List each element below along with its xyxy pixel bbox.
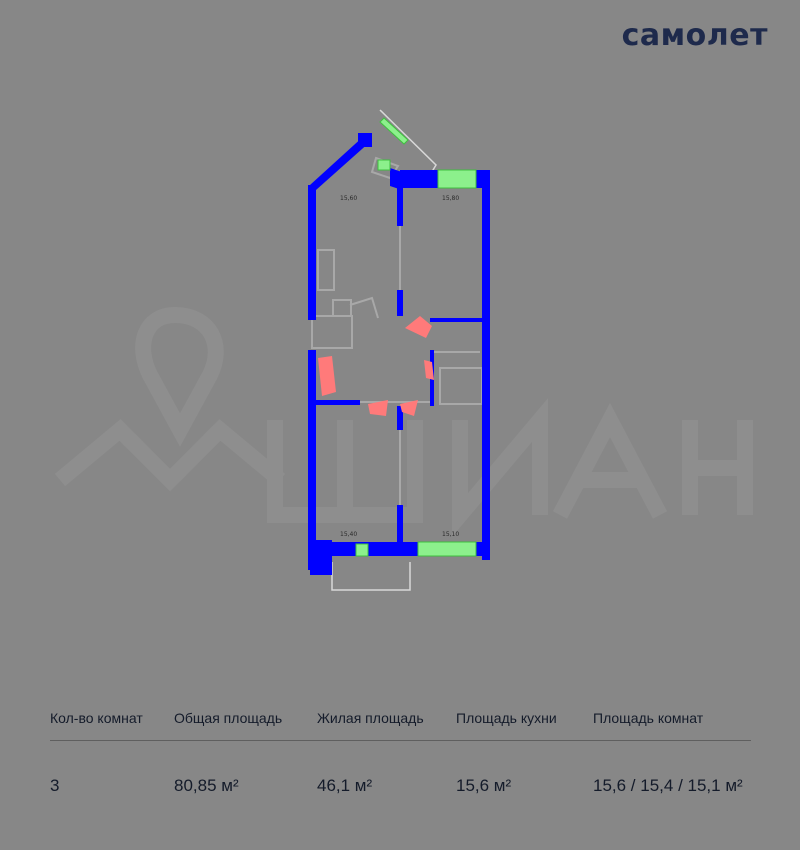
brand-logo: самолет bbox=[621, 18, 768, 53]
room-label-kitchen: 15,60 bbox=[340, 195, 357, 202]
header-rooms-count: Кол-во комнат bbox=[50, 710, 143, 726]
room-label-bedroom-bottom-right: 15,10 bbox=[442, 531, 459, 538]
windows bbox=[355, 117, 477, 557]
floor-plan: 15,60 15,80 15,40 15,10 bbox=[308, 109, 490, 591]
room-label-bedroom-bottom-left: 15,40 bbox=[340, 531, 357, 538]
doors bbox=[318, 316, 434, 416]
room-label-bedroom-top: 15,80 bbox=[442, 195, 459, 202]
summary-header-row: Кол-во комнат Общая площадь Жилая площад… bbox=[50, 710, 751, 741]
header-living-area: Жилая площадь bbox=[317, 710, 424, 726]
value-rooms-count: 3 bbox=[50, 776, 60, 795]
value-kitchen-area: 15,6 м² bbox=[456, 776, 512, 795]
header-rooms-area: Площадь комнат bbox=[593, 710, 704, 726]
walls bbox=[308, 133, 490, 575]
value-rooms-area: 15,6 / 15,4 / 15,1 м² bbox=[593, 776, 743, 795]
balcony-bottom bbox=[331, 562, 411, 591]
header-kitchen-area: Площадь кухни bbox=[456, 710, 557, 726]
value-living-area: 46,1 м² bbox=[317, 776, 373, 795]
header-total-area: Общая площадь bbox=[174, 710, 283, 726]
value-total-area: 80,85 м² bbox=[174, 776, 239, 795]
